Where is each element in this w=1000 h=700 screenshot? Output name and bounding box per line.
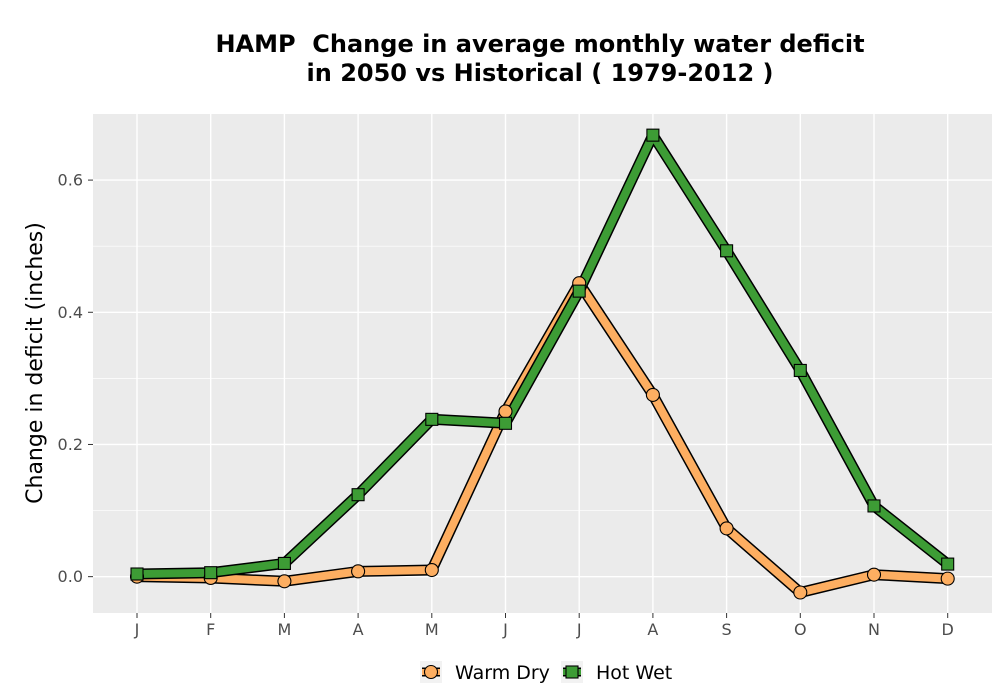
data-point: [425, 412, 439, 426]
chart-title-line-2: in 2050 vs Historical ( 1979-2012 ): [306, 59, 774, 87]
x-tick-label: A: [647, 620, 658, 639]
x-tick-label: A: [353, 620, 364, 639]
data-point: [719, 521, 734, 536]
data-point: [424, 562, 439, 578]
legend-label: Hot Wet: [596, 662, 672, 684]
data-point: [645, 387, 660, 402]
x-tick-label: D: [942, 620, 954, 639]
data-point: [277, 556, 291, 570]
data-point: [130, 567, 144, 581]
data-point: [793, 363, 807, 377]
y-tick-label: 0.6: [58, 171, 83, 190]
x-tick-label: S: [722, 620, 732, 639]
series-layer: [129, 128, 955, 600]
y-axis: 0.0 0.2 0.4 0.6: [58, 171, 93, 586]
chart-title: HAMP Change in average monthly water def…: [80, 30, 1000, 88]
x-tick-label: J: [576, 620, 582, 639]
legend-marker: [423, 664, 439, 680]
data-point: [941, 557, 955, 571]
legend-marker: [565, 665, 579, 679]
series-line: [133, 131, 952, 578]
data-point: [498, 404, 513, 419]
data-point: [940, 571, 955, 586]
x-tick-label: J: [502, 620, 508, 639]
x-tick-label: F: [206, 620, 215, 639]
legend-item-warm-dry: Warm Dry: [420, 661, 550, 684]
series-hot-wet: [131, 129, 954, 580]
chart-title-line-1: HAMP Change in average monthly water def…: [215, 30, 865, 58]
data-point: [204, 566, 218, 580]
legend: Warm Dry Hot Wet: [420, 661, 672, 684]
y-tick-label: 0.4: [58, 303, 83, 322]
x-tick-label: M: [277, 620, 291, 639]
data-point: [867, 499, 881, 513]
data-point: [351, 488, 365, 502]
y-axis-label: Change in deficit (inches): [23, 222, 48, 504]
y-tick-label: 0.0: [58, 567, 83, 586]
x-tick-label: N: [868, 620, 880, 639]
legend-item-hot-wet: Hot Wet: [561, 661, 672, 684]
markers-hot-wet: [130, 128, 955, 581]
x-tick-label: J: [134, 620, 140, 639]
data-point: [866, 567, 882, 582]
data-point: [351, 564, 366, 579]
data-point: [646, 128, 660, 142]
legend-label: Warm Dry: [455, 662, 550, 684]
data-point: [720, 244, 734, 258]
data-point: [498, 416, 513, 430]
data-point: [572, 284, 586, 298]
y-tick-label: 0.2: [58, 435, 83, 454]
x-tick-label: O: [794, 620, 807, 639]
x-tick-label: M: [425, 620, 439, 639]
data-point: [793, 585, 808, 600]
minor-gridlines: [93, 245, 992, 511]
data-point: [277, 574, 292, 589]
